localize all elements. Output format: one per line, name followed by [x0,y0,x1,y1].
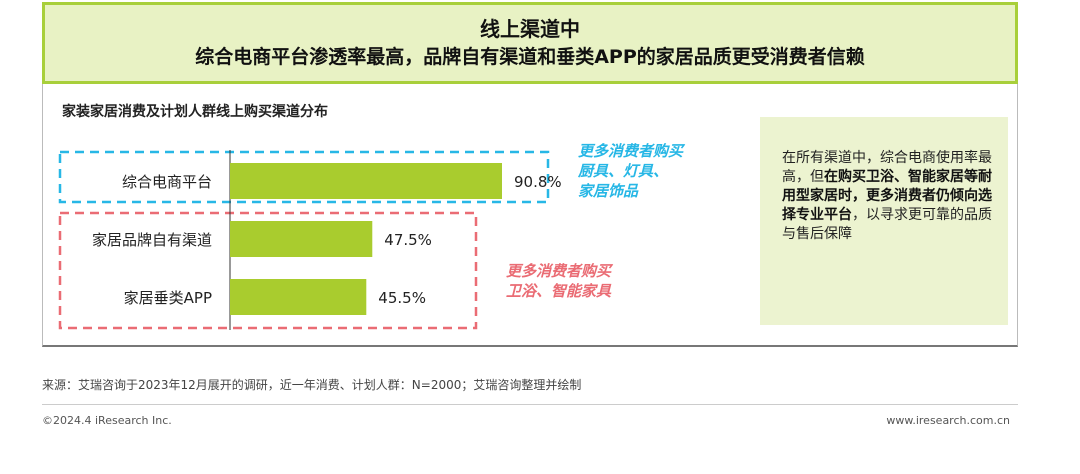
bar [230,163,502,199]
highlight-box-cyan [58,150,550,204]
category-label: 综合电商平台 [122,173,212,191]
source-note: 来源：艾瑞咨询于2023年12月展开的调研，近一年消费、计划人群：N=2000；… [42,378,582,392]
bars-group: 综合电商平台 90.8% 家居品牌自有渠道 47.5% 家居垂类APP 45.5% [92,163,562,315]
title-banner: 线上渠道中 综合电商平台渗透率最高，品牌自有渠道和垂类APP的家居品质更受消费者… [42,2,1018,84]
chart-title: 家装家居消费及计划人群线上购买渠道分布 [62,104,328,120]
category-label: 家居垂类APP [124,289,212,307]
value-label: 90.8% [514,173,562,191]
insight-text-1: 在所有渠道中，综合电商使用率最高，但 [782,150,992,185]
title-line-1: 线上渠道中 [480,17,580,41]
website-link[interactable]: www.iresearch.com.cn [886,414,1010,427]
bar [230,279,367,315]
chart-panel [42,84,1018,347]
footer-divider [42,404,1018,405]
insight-text-2: ，以寻求更可靠的品质与售后保障 [782,207,992,242]
insight-text-bold: 在购买卫浴、智能家居等耐用型家居时，更多消费者仍倾向选择专业平台 [782,169,992,223]
bar [230,221,373,257]
value-label: 45.5% [378,289,426,307]
annotation: 更多消费者购买卫浴、智能家具 [506,262,614,300]
category-label: 家居品牌自有渠道 [92,231,212,249]
annotation: 更多消费者购买厨具、灯具、家居饰品 [577,142,686,200]
copyright: ©2024.4 iResearch Inc. [42,414,172,427]
title-line-2: 综合电商平台渗透率最高，品牌自有渠道和垂类APP的家居品质更受消费者信赖 [195,46,865,68]
highlight-box-pink [58,211,478,330]
value-label: 47.5% [384,231,432,249]
insight-box: 在所有渠道中，综合电商使用率最高，但在购买卫浴、智能家居等耐用型家居时，更多消费… [760,117,1008,325]
